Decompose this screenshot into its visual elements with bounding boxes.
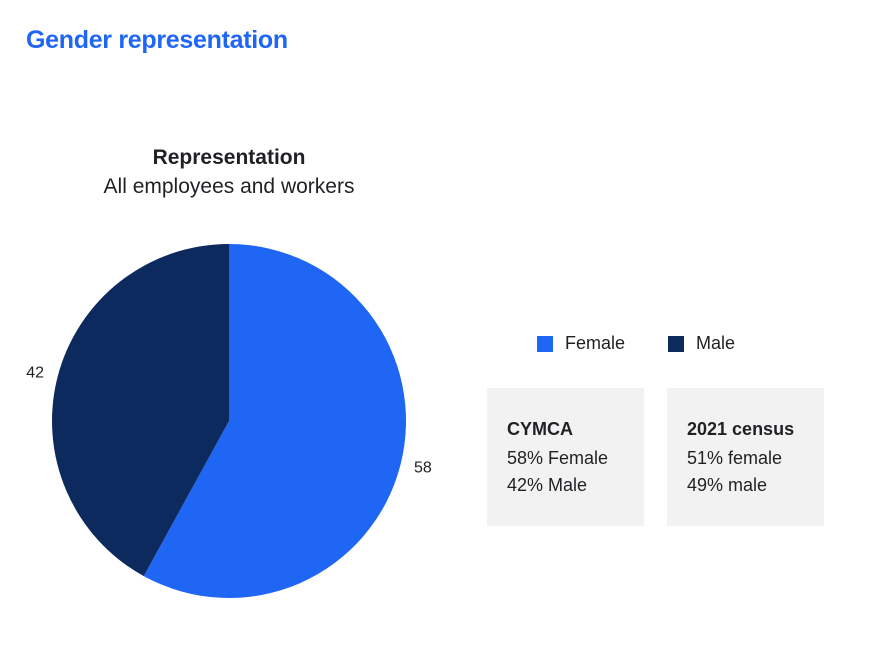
- legend-label-female: Female: [565, 333, 626, 353]
- pie-label-male: 42: [26, 365, 44, 382]
- pie-slice-male: [51, 244, 229, 577]
- legend-label-male: Male: [696, 333, 736, 353]
- page-title: Gender representation: [26, 26, 288, 54]
- legend-swatch-female: [537, 335, 553, 352]
- stat-box-title: 2021 census: [687, 419, 795, 439]
- stat-box-title: CYMCA: [507, 419, 573, 439]
- pie-label-female: 58: [414, 460, 432, 477]
- legend-item-male: Male: [668, 333, 735, 354]
- chart-legend: Female Male: [537, 333, 778, 354]
- stat-box-line: 58% Female: [507, 448, 609, 468]
- stat-box-line: 49% male: [687, 475, 768, 495]
- legend-item-female: Female: [537, 333, 625, 354]
- pie-slice-female: [143, 244, 406, 598]
- stat-box-census: 2021 census 51% female 49% male: [667, 388, 824, 526]
- pie-labels: 58 42: [26, 365, 432, 477]
- chart-subtitle: All employees and workers: [103, 175, 355, 198]
- pie-slices: [51, 244, 406, 598]
- stat-box-cymca: CYMCA 58% Female 42% Male: [487, 388, 644, 526]
- stat-box-line: 51% female: [687, 448, 783, 468]
- chart-title: Representation: [152, 146, 306, 169]
- stat-box-line: 42% Male: [507, 475, 588, 495]
- legend-swatch-male: [668, 335, 685, 352]
